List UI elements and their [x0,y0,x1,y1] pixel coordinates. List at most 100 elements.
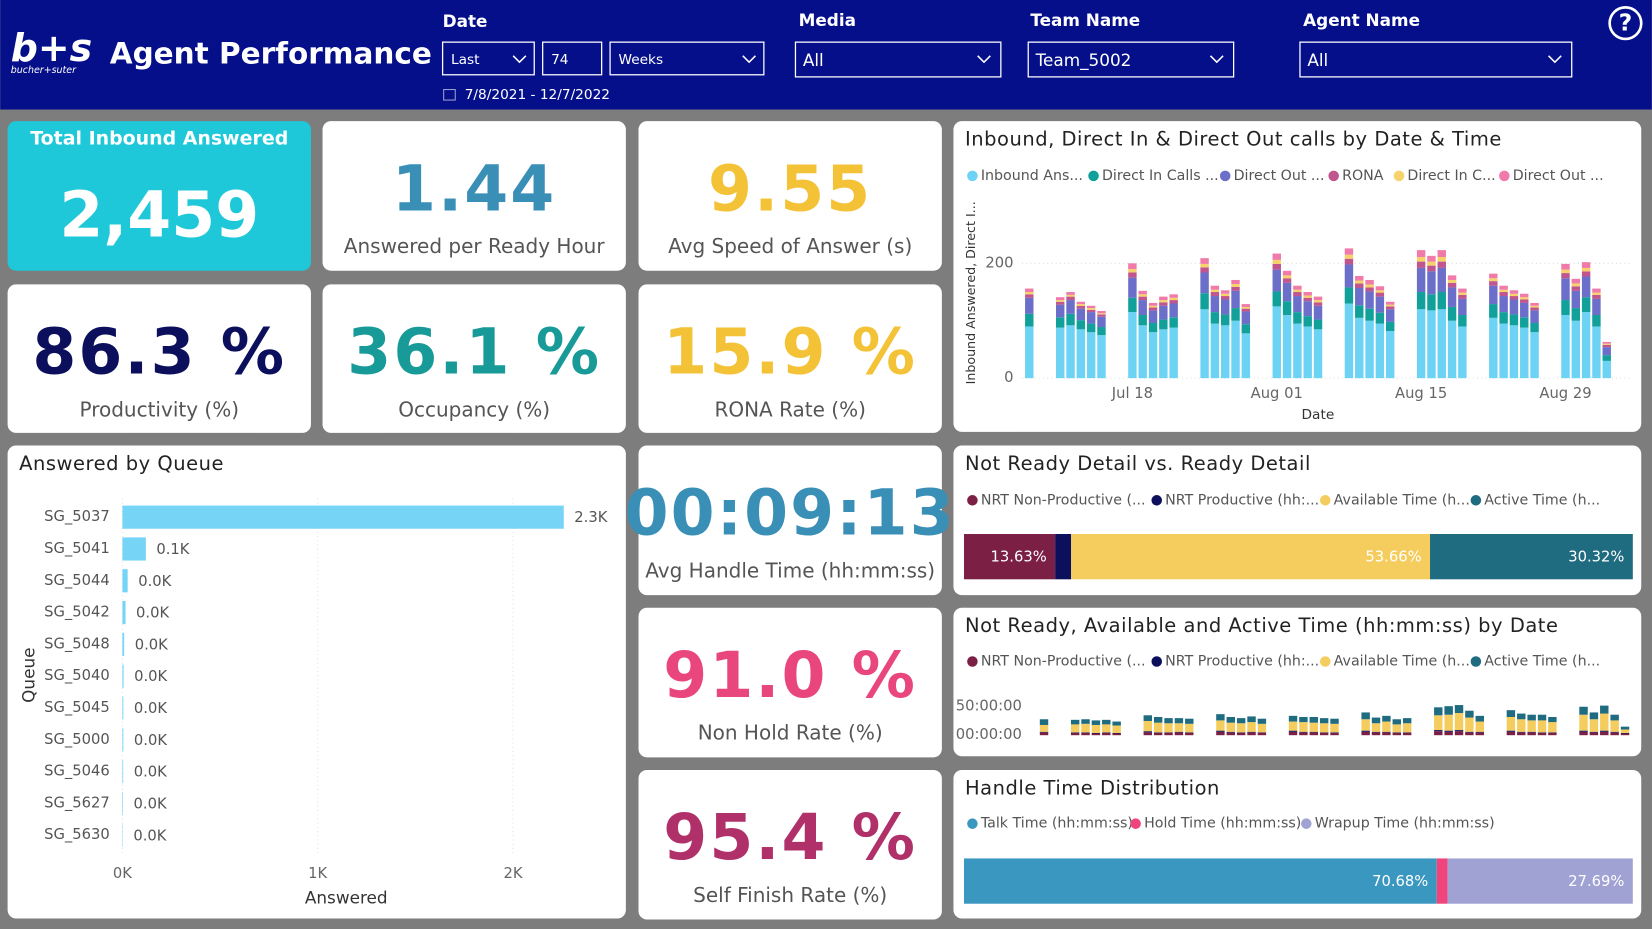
legend-label: Direct In Calls ... [1102,168,1219,184]
kpi-value: 36.1 % [347,315,601,389]
bar-segment [1592,314,1601,327]
bar-segment [1382,732,1391,736]
bar-segment [1444,706,1453,715]
bar-segment [1282,301,1292,315]
bar-segment [1293,285,1302,290]
bar-segment [1148,307,1158,311]
bar-segment [1537,714,1547,721]
bar-segment [1489,273,1498,279]
legend-label: Hold Time (hh:mm:ss) [1144,816,1301,832]
dropdown-value: Weeks [619,52,664,68]
legend-label: RONA [1342,168,1384,184]
bar-segment [1056,297,1065,301]
data-label: 70.68% [1372,873,1428,890]
bar-segment [1319,723,1329,733]
bar-segment [1143,731,1152,733]
legend-marker [1219,170,1231,182]
bar-segment [1437,309,1446,379]
bar-segment [1220,325,1230,379]
kpi-value: 86.3 % [32,315,286,389]
bar-segment [1509,299,1519,315]
bar-segment [1241,324,1251,334]
bar-segment [1169,303,1178,318]
bar-segment [1402,732,1412,733]
date-mode-dropdown[interactable] [441,41,535,76]
chart-title: Not Ready Detail vs. Ready Detail [965,452,1311,475]
bar-segment [1465,710,1474,718]
bar-segment [1138,325,1147,379]
kpi-label: Productivity (%) [80,397,240,421]
legend-label: Talk Time (hh:mm:ss) [980,816,1133,832]
bar-segment [1299,722,1308,732]
bar-segment [1128,312,1137,379]
bar-segment [1561,300,1570,315]
bar-segment [1309,722,1318,732]
bar-segment [1056,327,1065,379]
bar-segment [1288,721,1298,731]
date-unit-dropdown[interactable] [609,41,765,76]
bar-segment [1561,278,1570,301]
bar-segment [1071,534,1431,580]
team-dropdown[interactable] [1027,41,1235,78]
bar-segment [1231,283,1240,287]
bar-segment [1143,732,1152,736]
bar-segment [1581,297,1591,313]
bar-segment [1025,313,1034,327]
x-tick-label: Aug 29 [1539,385,1591,402]
chart-title: Answered by Queue [19,452,224,475]
y-tick-label: SG_5037 [44,508,110,525]
bar-segment [1579,706,1588,715]
bar-segment [1382,715,1391,722]
bar-segment [1220,296,1230,300]
bar-segment [1257,732,1267,736]
data-label: 0.0K [134,732,167,749]
bar-segment [1365,279,1374,285]
bar-segment [1303,292,1312,296]
date-count-input[interactable] [542,41,603,76]
legend-marker [1088,170,1099,182]
bar-segment [1427,265,1436,272]
bar-segment [1185,718,1194,724]
agent-dropdown[interactable] [1299,41,1573,78]
bar-segment [1434,730,1443,732]
bar-segment [1382,731,1391,733]
media-dropdown[interactable] [794,41,1002,78]
page-title: Agent Performance [110,36,432,70]
bar-segment [1571,320,1581,379]
y-tick-label: SG_5045 [44,699,110,716]
bar-segment [1039,731,1049,733]
bar-segment [1561,269,1570,274]
bar-segment [1081,719,1090,724]
card [953,121,1642,432]
date-range: 7/8/2021 - 12/7/2022 [465,87,610,103]
dropdown-value: Team_5002 [1035,50,1132,71]
bar [122,632,125,656]
bar-segment [1241,311,1251,325]
bar [122,569,128,593]
bar [122,505,564,529]
help-button[interactable] [1608,6,1643,41]
bar-segment [1447,287,1457,307]
bar-segment [1236,718,1246,724]
bar-segment [1382,721,1391,732]
bar-segment [1571,286,1581,291]
bar-segment [1025,326,1034,379]
bar-segment [1620,729,1630,733]
dropdown-value: Last [451,52,480,68]
bar-segment [1313,302,1323,306]
bar-segment [1097,310,1106,314]
bar-segment [1303,297,1312,302]
bar-segment [1437,267,1446,293]
data-label: 53.66% [1365,549,1421,566]
kpi-value: 15.9 % [663,315,917,389]
data-label: 0.0K [138,573,171,590]
kpi-value: 1.44 [392,151,556,225]
bar-segment [1365,284,1374,288]
bar-segment [1454,731,1464,736]
bar-segment [1247,731,1256,733]
bar-segment [1509,325,1519,379]
bar-segment [1620,733,1630,736]
card [638,445,942,596]
y-axis-title: Inbound Answered, Direct I... [963,201,978,384]
bar-segment [1210,323,1220,379]
